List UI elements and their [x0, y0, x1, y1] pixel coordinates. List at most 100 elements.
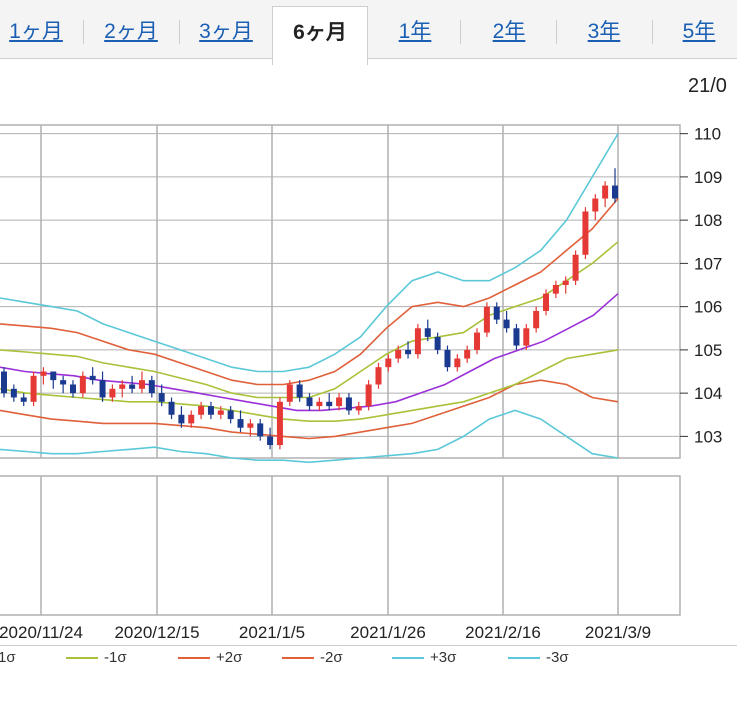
x-tick-label: 2021/1/26	[350, 623, 426, 640]
candle-down	[207, 406, 214, 415]
candle-up	[119, 384, 126, 389]
y-tick-label: 104	[694, 384, 722, 403]
y-tick-label: 110	[694, 125, 721, 144]
range-tabbar: 1ヶ月 2ヶ月 3ヶ月 6ヶ月 1年 2年 3年 5年	[0, 0, 737, 65]
candle-down	[326, 401, 333, 407]
candle-up	[276, 401, 283, 446]
candle-down	[227, 410, 234, 420]
y-tick-label: 103	[694, 427, 722, 446]
legend-label: +3σ	[430, 649, 457, 666]
candle-up	[375, 367, 382, 385]
candle-up	[217, 410, 224, 415]
tab-2years[interactable]: 2年	[492, 20, 526, 43]
candle-down	[405, 349, 412, 355]
candle-down	[148, 380, 155, 394]
candle-down	[267, 436, 274, 446]
x-tick-label: 2021/3/9	[585, 623, 651, 640]
candle-up	[602, 185, 609, 199]
legend-swatch	[178, 657, 210, 660]
candle-down	[99, 380, 106, 398]
candlesticks	[1, 168, 618, 450]
candle-up	[40, 371, 47, 376]
y-tick-label: 108	[694, 211, 722, 230]
tab-divider	[460, 20, 461, 44]
candle-down	[168, 401, 175, 415]
candle-down	[424, 328, 431, 337]
tab-3years[interactable]: 3年	[587, 20, 621, 43]
legend-item-minus3sigma: -3σ	[508, 649, 569, 666]
legend-item-minus1sigma: -1σ	[66, 649, 127, 666]
legend-item-plus2sigma: +2σ	[178, 649, 242, 666]
legend-label: -1σ	[104, 649, 127, 666]
candle-up	[286, 384, 293, 402]
candle-up	[247, 423, 254, 428]
legend-swatch	[392, 657, 424, 660]
x-tick-label: 2021/2/16	[465, 623, 541, 640]
candle-down	[257, 423, 264, 437]
candle-up	[109, 388, 116, 398]
candle-down	[10, 388, 17, 398]
minus3-band-line	[0, 409, 619, 464]
candle-up	[572, 254, 579, 281]
y-axis-ticks: 103 104 105 106 107 108 109 110	[680, 125, 722, 446]
tab-divider	[556, 20, 557, 44]
x-axis-ticks: 2020/11/24 2020/12/15 2021/1/5 2021/1/26 202…	[0, 623, 651, 640]
tab-divider	[179, 20, 180, 44]
candle-up	[523, 328, 530, 346]
candle-down	[158, 393, 165, 402]
candle-down	[444, 349, 451, 368]
candle-down	[50, 371, 57, 381]
candle-up	[543, 293, 550, 311]
candle-down	[513, 328, 520, 346]
candle-up	[474, 332, 481, 350]
tab-5years[interactable]: 5年	[682, 20, 716, 43]
candle-down	[60, 380, 67, 385]
tab-2months[interactable]: 2ヶ月	[104, 20, 158, 43]
candle-down	[296, 384, 303, 398]
tab-divider	[83, 20, 84, 44]
candle-up	[79, 375, 86, 394]
candle-up	[385, 358, 392, 368]
candle-up	[562, 280, 569, 286]
candle-up	[464, 349, 471, 359]
candle-up	[592, 198, 599, 212]
tab-3months[interactable]: 3ヶ月	[199, 20, 253, 43]
candle-down	[493, 306, 500, 320]
candle-up	[316, 401, 323, 407]
candle-down	[1, 371, 7, 394]
candle-down	[178, 414, 185, 424]
sub-plot-frame	[0, 475, 681, 616]
candle-up	[414, 328, 421, 355]
candle-up	[365, 384, 372, 407]
candle-down	[503, 319, 510, 329]
chart-legend: 1σ -1σ +2σ -2σ +3σ -3σ	[0, 645, 737, 670]
candle-down	[69, 384, 76, 394]
candle-down	[306, 397, 313, 407]
candle-up	[355, 406, 362, 411]
candle-down	[345, 397, 352, 411]
candle-up	[483, 306, 490, 333]
x-tick-label: 2021/1/5	[239, 623, 305, 640]
legend-swatch	[66, 657, 98, 660]
plus2-band-line	[0, 197, 619, 386]
tab-1year[interactable]: 1年	[398, 20, 432, 43]
legend-item-plus3sigma: +3σ	[392, 649, 456, 666]
candle-up	[188, 414, 195, 424]
tab-6months[interactable]: 6ヶ月	[272, 6, 368, 65]
y-tick-label: 106	[694, 298, 722, 317]
main-plot-frame	[0, 124, 681, 459]
candle-up	[336, 397, 343, 407]
candle-down	[129, 384, 136, 389]
x-tick-label: 2020/11/24	[0, 623, 83, 640]
tab-1month[interactable]: 1ヶ月	[9, 20, 63, 43]
candle-down	[237, 419, 244, 428]
candle-up	[552, 285, 559, 294]
candle-up	[395, 349, 402, 359]
y-tick-label: 105	[694, 341, 722, 360]
candle-up	[138, 380, 145, 389]
candle-down	[434, 336, 441, 350]
legend-swatch	[282, 657, 314, 660]
x-tick-label: 2020/12/15	[114, 623, 199, 640]
candle-down	[612, 185, 618, 199]
